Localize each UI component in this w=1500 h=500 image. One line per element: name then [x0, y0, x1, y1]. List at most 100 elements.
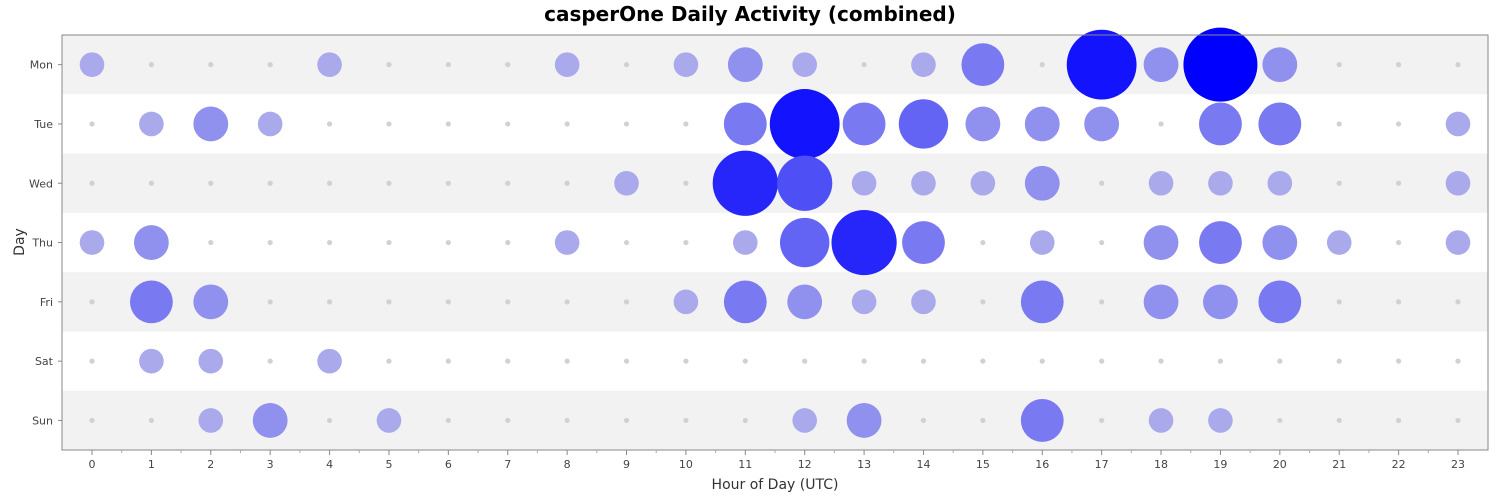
bubble-thu-h7: [505, 239, 511, 246]
bubble-fri-h3: [267, 299, 273, 305]
bubble-sun-h3: [252, 403, 288, 438]
bubble-tue-h22: [1396, 121, 1402, 127]
bubble-sat-h18: [1158, 358, 1164, 364]
bubble-mon-h21: [1336, 62, 1342, 68]
bubble-sun-h23: [1455, 417, 1461, 424]
bubble-sat-h11: [742, 358, 748, 364]
x-tick-label: 1: [148, 458, 155, 471]
bubble-thu-h3: [267, 239, 273, 246]
bubble-wed-h20: [1267, 170, 1293, 196]
bubble-sat-h8: [564, 358, 570, 364]
x-tick-label: 19: [1213, 458, 1227, 471]
x-tick-label: 9: [623, 458, 630, 471]
bubble-sat-h21: [1336, 358, 1342, 364]
bubble-tue-h14: [898, 99, 949, 149]
bubble-tue-h16: [1024, 106, 1060, 142]
day-bands: [62, 35, 1488, 451]
bubble-mon-h17: [1066, 29, 1137, 100]
bubble-mon-h13: [861, 62, 867, 68]
bubble-mon-h8: [554, 52, 580, 77]
bubble-fri-h17: [1099, 299, 1105, 305]
bubble-sat-h2: [198, 348, 224, 374]
bubble-mon-h1: [148, 62, 154, 68]
bubble-sat-h4: [317, 348, 342, 374]
x-tick-label: 18: [1154, 458, 1168, 471]
bubble-sat-h13: [861, 358, 867, 364]
x-tick-label: 13: [857, 458, 871, 471]
bubble-tue-h18: [1158, 121, 1164, 127]
bubble-thu-h17: [1099, 239, 1105, 246]
bubble-sat-h7: [505, 358, 511, 364]
bubble-wed-h7: [505, 180, 511, 186]
bubble-fri-h6: [445, 299, 451, 305]
bubble-sun-h6: [445, 417, 451, 424]
bubble-fri-h15: [980, 299, 986, 305]
bubble-sun-h5: [376, 408, 402, 433]
bubble-tue-h2: [193, 106, 229, 142]
bubble-fri-h0: [89, 299, 95, 305]
bubble-mon-h11: [727, 47, 763, 83]
bubble-fri-h23: [1455, 299, 1461, 305]
bubble-thu-h0: [79, 230, 105, 255]
bubble-thu-h9: [623, 239, 630, 246]
bubble-thu-h23: [1445, 230, 1471, 255]
bubble-wed-h6: [445, 180, 451, 186]
x-tick-label: 4: [326, 458, 333, 471]
bubble-wed-h14: [911, 170, 936, 196]
bubble-fri-h20: [1258, 280, 1302, 324]
bubble-thu-h1: [133, 225, 169, 260]
bubble-tue-h19: [1199, 102, 1242, 146]
x-tick-label: 16: [1035, 458, 1049, 471]
bubble-wed-h10: [683, 180, 689, 186]
bubble-wed-h12: [777, 155, 833, 211]
bubble-thu-h12: [779, 217, 830, 268]
bubble-thu-h16: [1029, 230, 1055, 255]
bubble-thu-h15: [980, 239, 986, 246]
bubble-wed-h13: [851, 170, 877, 196]
x-tick-label: 12: [798, 458, 812, 471]
y-tick-label-mon: Mon: [30, 59, 53, 72]
y-axis-title: Day: [12, 228, 28, 256]
bubble-sat-h20: [1277, 358, 1283, 364]
x-tick-label: 11: [738, 458, 752, 471]
bubble-fri-h19: [1203, 284, 1238, 320]
bubble-tue-h7: [505, 121, 511, 127]
bubble-sun-h20: [1277, 417, 1283, 424]
x-tick-label: 8: [564, 458, 571, 471]
bubble-mon-h10: [673, 52, 699, 77]
bubble-wed-h17: [1099, 180, 1105, 186]
day-band-sat: [62, 331, 1488, 391]
bubble-fri-h10: [673, 289, 699, 315]
bubble-tue-h15: [965, 106, 1001, 142]
bubble-sat-h22: [1396, 358, 1402, 364]
x-tick-label: 22: [1392, 458, 1406, 471]
bubble-mon-h3: [267, 62, 273, 68]
bubble-mon-h9: [623, 62, 630, 68]
x-tick-label: 20: [1273, 458, 1287, 471]
bubble-tue-h1: [139, 111, 164, 137]
bubble-sun-h9: [623, 417, 630, 424]
y-tick-label-thu: Thu: [31, 237, 53, 250]
bubble-tue-h4: [326, 121, 333, 127]
bubble-sun-h2: [198, 408, 224, 433]
day-band-thu: [62, 212, 1488, 273]
y-tick-label-sun: Sun: [32, 414, 53, 427]
bubble-thu-h8: [554, 230, 580, 255]
bubble-sat-h3: [267, 358, 273, 364]
bubble-fri-h8: [564, 299, 570, 305]
bubble-fri-h7: [505, 299, 511, 305]
bubble-tue-h3: [257, 111, 283, 137]
bubble-fri-h11: [723, 280, 767, 324]
bubble-sat-h17: [1099, 358, 1105, 364]
bubble-thu-h19: [1199, 221, 1242, 264]
bubble-mon-h6: [445, 62, 451, 68]
chart-title: casperOne Daily Activity (combined): [544, 2, 956, 26]
y-tick-label-tue: Tue: [33, 118, 53, 131]
bubble-mon-h16: [1039, 62, 1045, 68]
bubble-thu-h2: [208, 239, 214, 246]
bubble-sun-h13: [846, 403, 882, 438]
bubble-tue-h23: [1445, 111, 1471, 137]
bubble-sun-h19: [1208, 408, 1233, 433]
bubble-tue-h5: [386, 121, 392, 127]
x-tick-label: 15: [976, 458, 990, 471]
